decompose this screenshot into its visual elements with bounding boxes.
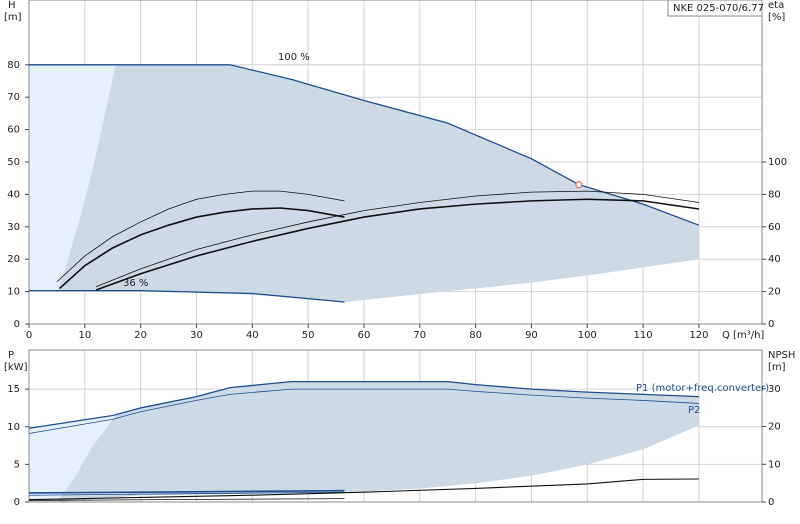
annotation: P2 xyxy=(688,405,700,416)
x-tick-label: 50 xyxy=(302,330,315,341)
curve xyxy=(28,380,699,429)
y-axis-label: [m] xyxy=(4,12,22,23)
y-tick-label: 20 xyxy=(7,254,20,265)
x-tick-label: 100 xyxy=(578,330,597,341)
y2-axis-label: [m] xyxy=(768,362,786,373)
y-tick-label: 30 xyxy=(7,222,20,233)
y-tick-label: 40 xyxy=(7,189,20,200)
y2-axis-label: [%] xyxy=(768,12,785,23)
y2-tick-label: 20 xyxy=(768,287,781,298)
y-tick-label: 10 xyxy=(7,422,20,433)
title-box xyxy=(667,0,763,17)
y-tick-label: 70 xyxy=(7,92,20,103)
annotation: 36 % xyxy=(123,278,148,289)
x-tick-label: 90 xyxy=(525,330,538,341)
y-tick-label: 50 xyxy=(7,157,20,168)
x-tick-label: 0 xyxy=(26,330,32,341)
chart-title: NKE 025-070/6.77 xyxy=(673,3,764,14)
curve xyxy=(95,198,700,291)
curve xyxy=(29,64,700,226)
y-tick-label: 60 xyxy=(7,125,20,136)
curve xyxy=(28,388,699,434)
x-tick-label: 40 xyxy=(246,330,259,341)
y2-tick-label: 80 xyxy=(768,189,781,200)
y2-tick-label: 20 xyxy=(768,422,781,433)
y-tick-label: 80 xyxy=(7,60,20,71)
y2-tick-label: 0 xyxy=(768,319,774,330)
curve xyxy=(29,289,345,303)
y2-tick-label: 10 xyxy=(768,459,781,470)
curve xyxy=(56,190,345,283)
operating-area-fill xyxy=(56,381,699,502)
x-tick-label: 20 xyxy=(134,330,147,341)
y2-tick-label: 30 xyxy=(768,384,781,395)
annotation: P1 (motor+freq.converter) xyxy=(636,383,769,394)
y-axis-label: P xyxy=(8,350,14,361)
x-tick-label: 120 xyxy=(689,330,708,341)
x-tick-label: 110 xyxy=(634,330,653,341)
curve xyxy=(28,478,699,501)
curve xyxy=(28,498,345,501)
y2-axis-label: eta xyxy=(768,0,784,11)
y-tick-label: 10 xyxy=(7,287,20,298)
plot-frame xyxy=(28,349,763,503)
duty-point xyxy=(575,181,583,189)
y2-tick-label: 100 xyxy=(768,157,787,168)
y2-axis-label: NPSH xyxy=(768,350,795,361)
annotation: 100 % xyxy=(278,52,310,63)
y2-tick-label: 60 xyxy=(768,222,781,233)
y2-tick-label: 40 xyxy=(768,254,781,265)
y-tick-label: 0 xyxy=(14,497,20,508)
operating-area-fill xyxy=(56,64,699,302)
y-axis-label: H xyxy=(8,0,16,11)
x-tick-label: 30 xyxy=(190,330,203,341)
x-axis-label: Q [m³/h] xyxy=(722,330,764,341)
curve xyxy=(95,190,699,288)
curve xyxy=(28,489,345,494)
x-tick-label: 80 xyxy=(469,330,482,341)
y2-tick-label: 0 xyxy=(768,497,774,508)
curve xyxy=(28,491,345,496)
y-tick-label: 5 xyxy=(14,459,20,470)
x-tick-label: 60 xyxy=(358,330,371,341)
x-tick-label: 10 xyxy=(78,330,91,341)
y-tick-label: 15 xyxy=(7,384,20,395)
y-axis-label: [kW] xyxy=(4,362,28,373)
y-tick-label: 0 xyxy=(14,319,20,330)
x-tick-label: 70 xyxy=(413,330,426,341)
operating-area-fill xyxy=(29,64,116,291)
curve xyxy=(59,207,345,289)
operating-area-fill xyxy=(29,415,116,502)
